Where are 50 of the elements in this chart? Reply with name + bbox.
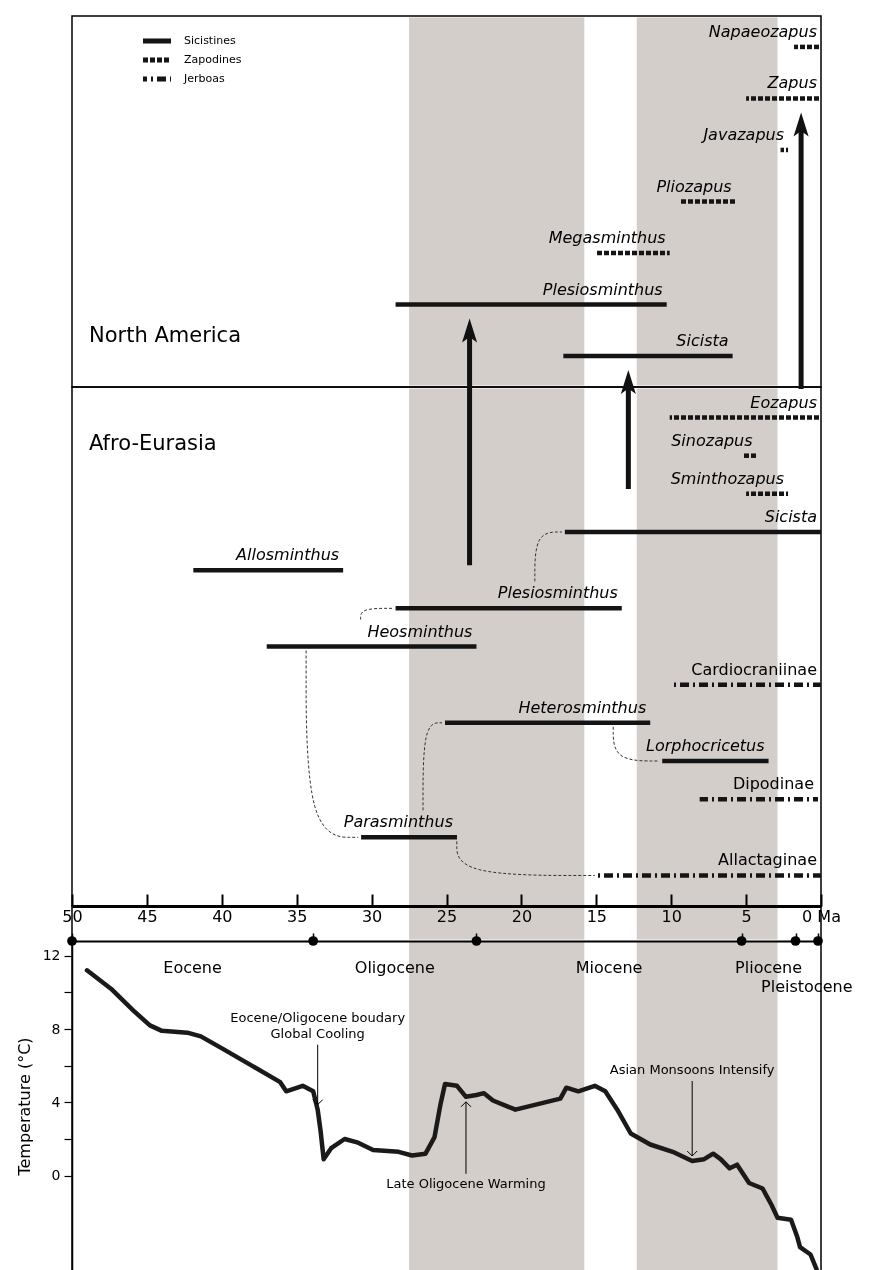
- annotation: Pliocene: [735, 958, 803, 977]
- x-tick-label: 10: [661, 906, 682, 926]
- y-tick-label: Heterosminthus: [518, 697, 647, 717]
- text: Afro-Eurasia: [89, 431, 217, 455]
- y-tick-label: Sminthozapus: [670, 468, 785, 488]
- text: North America: [89, 323, 242, 347]
- y-tick-label: 8: [51, 1020, 61, 1037]
- y-tick-label: Lorphocricetus: [645, 735, 765, 755]
- y-tick-label: Cardiocraniinae: [691, 659, 817, 679]
- y-tick-label: 4: [51, 1093, 61, 1110]
- x-tick-label: 45: [137, 906, 158, 926]
- annotation: Late Oligocene Warming: [386, 1175, 546, 1191]
- y-tick-label: Eozapus: [750, 392, 817, 412]
- y-tick-label: Dipodinae: [732, 774, 814, 794]
- x-tick-label: 35: [287, 906, 308, 926]
- x-tick-label: 30: [361, 906, 383, 926]
- y-tick-label: Pliozapus: [656, 176, 732, 196]
- y-tick-label: Sinozapus: [671, 430, 753, 450]
- y-tick-label: Plesiosminthus: [542, 279, 663, 299]
- y-tick-label: Allosminthus: [235, 545, 340, 565]
- bar: [361, 835, 457, 840]
- y-tick-label: Plesiosminthus: [497, 583, 618, 603]
- y-tick-label: Napaeozapus: [708, 21, 817, 41]
- annotation: Miocene: [575, 958, 643, 977]
- x-tick-label: 5: [741, 906, 752, 926]
- annotation: Oligocene: [354, 958, 435, 977]
- y-tick-label: Javazapus: [700, 124, 785, 144]
- y-tick-label: Parasminthus: [343, 812, 453, 832]
- y-tick-label: 0: [51, 1167, 61, 1184]
- annotation: Eocene/Oligocene boudary Global Cooling: [230, 1009, 406, 1041]
- x-tick-label: 15: [586, 906, 607, 926]
- bar: [266, 644, 477, 649]
- x-tick-label: 20: [511, 906, 533, 926]
- legend-label: Jerboas: [183, 72, 225, 85]
- y-tick-label: Sicista: [676, 331, 729, 351]
- x-tick-label: 40: [212, 906, 233, 926]
- y-axis-title: Temperature (°C): [14, 1037, 34, 1177]
- y-tick-label: Megasminthus: [548, 228, 666, 248]
- y-tick-label: Sicista: [764, 507, 817, 527]
- y-tick-label: 12: [42, 947, 61, 964]
- bar: [395, 606, 622, 611]
- y-tick-label: Allactaginae: [718, 850, 817, 870]
- x-tick-label: 25: [436, 906, 458, 926]
- y-tick-label: Zapus: [766, 73, 817, 93]
- legend-label: Zapodines: [184, 53, 242, 66]
- annotation: Asian Monsoons Intensify: [609, 1062, 775, 1077]
- legend-label: Sicistines: [184, 34, 236, 47]
- bar: [395, 302, 667, 307]
- y-tick-label: Heosminthus: [367, 621, 473, 641]
- annotation: Eocene: [163, 958, 222, 977]
